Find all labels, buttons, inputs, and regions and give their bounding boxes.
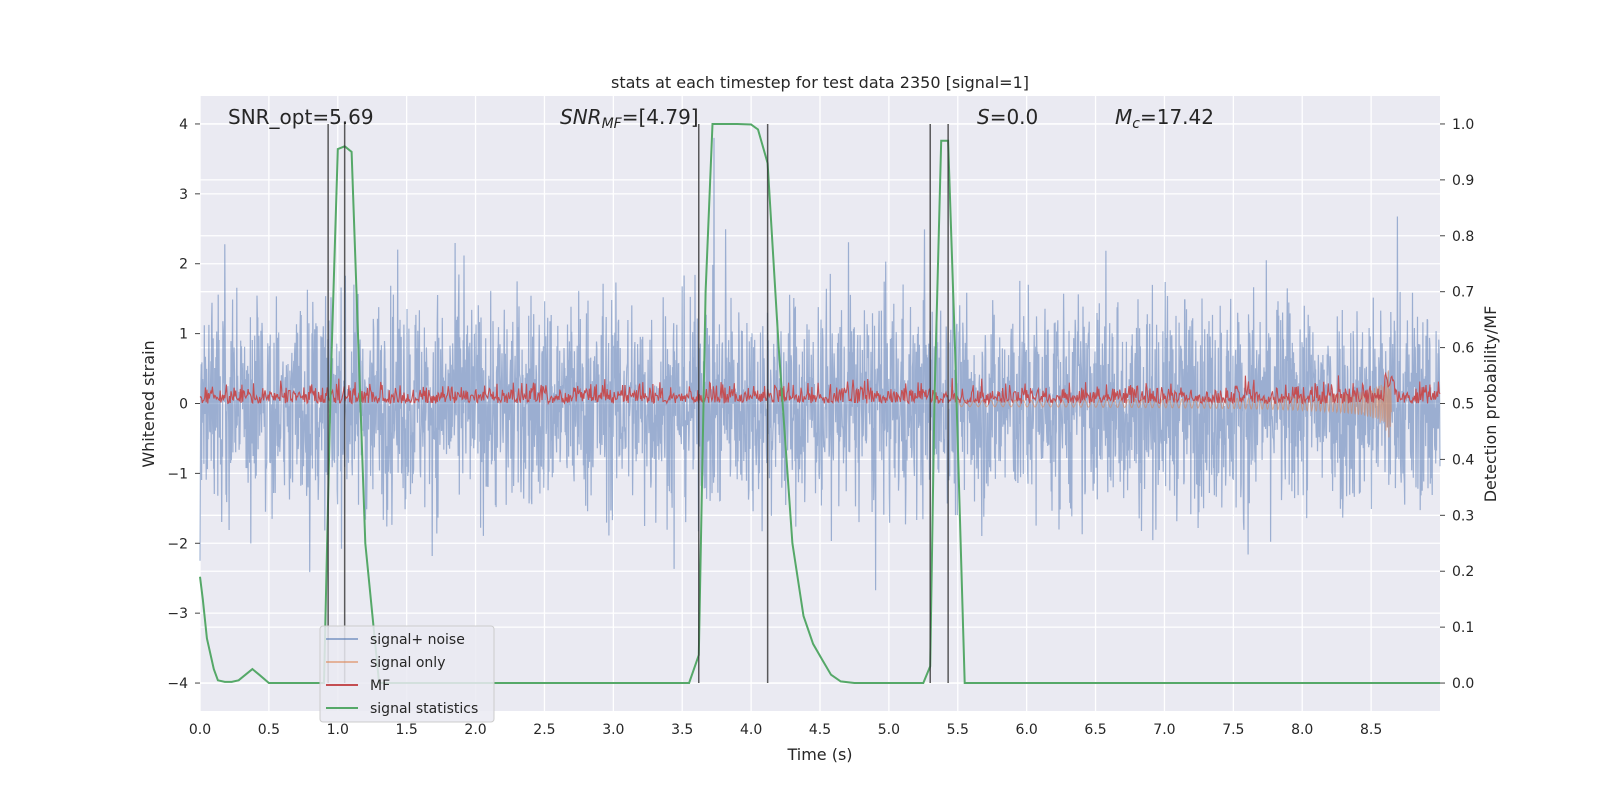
x-tick-label: 6.5: [1084, 722, 1106, 738]
annotation-s-rest: =0.0: [990, 105, 1039, 129]
y-right-tick-label: 0.6: [1452, 341, 1474, 357]
legend-label-signal-noise: signal+ noise: [370, 632, 465, 648]
y-tick-label: 0: [179, 397, 188, 413]
y-right-tick-label: 0.7: [1452, 285, 1474, 301]
x-tick-label: 3.5: [671, 722, 693, 738]
annotation-s-main: S: [977, 105, 990, 129]
vertical-lines: [327, 123, 949, 684]
series-mf-line: [199, 371, 1441, 406]
annotation-snr-mf-main: SNR: [560, 105, 602, 129]
x-tick-label: 2.5: [533, 722, 555, 738]
y-tick-label: −2: [167, 536, 188, 552]
x-tick-label: 6.0: [1016, 722, 1038, 738]
legend-label-signal-only: signal only: [370, 655, 445, 671]
y-right-tick-label: 0.2: [1452, 564, 1474, 580]
series-signal-noise-line: [199, 137, 1441, 591]
x-tick-label: 4.0: [740, 722, 762, 738]
x-tick-label: 7.0: [1153, 722, 1175, 738]
x-tick-label: 2.0: [464, 722, 486, 738]
x-tick-label: 1.5: [396, 722, 418, 738]
annotation-mc: Mc=17.42: [1115, 105, 1214, 132]
annotation-mc-main: M: [1115, 105, 1132, 129]
x-tick-label: 8.5: [1360, 722, 1382, 738]
y-right-tick-label: 0.5: [1452, 397, 1474, 413]
annotations: SNR_opt=5.69 SNRMF=[4.79] S=0.0 Mc=17.42: [228, 105, 1214, 132]
y-right-tick-label: 0.9: [1452, 173, 1474, 189]
y-right-tick-label: 0.1: [1452, 620, 1474, 636]
y-axis-right-ticks: 1.0 0.9 0.8 0.7 0.6 0.5 0.4 0.3 0.2 0.1 0.0: [1440, 117, 1474, 692]
annotation-mc-sub: c: [1132, 116, 1140, 132]
x-tick-label: 5.5: [947, 722, 969, 738]
x-tick-label: 4.5: [809, 722, 831, 738]
chart-title: stats at each timestep for test data 235…: [611, 73, 1029, 92]
legend-box: [319, 625, 495, 723]
y-tick-label: 3: [179, 187, 188, 203]
y-axis-right-label: Detection probability/MF: [1481, 306, 1500, 503]
y-tick-label: 1: [179, 327, 188, 343]
x-axis-label: Time (s): [786, 745, 852, 764]
y-right-tick-label: 0.4: [1452, 452, 1474, 468]
annotation-snr-mf-sub: MF: [602, 116, 623, 132]
x-tick-label: 0.5: [258, 722, 280, 738]
y-tick-label: 2: [179, 257, 188, 273]
y-right-tick-label: 1.0: [1452, 117, 1474, 133]
x-tick-label: 3.0: [602, 722, 624, 738]
annotation-snr-mf: SNRMF=[4.79]: [560, 105, 699, 132]
y-right-tick-label: 0.0: [1452, 676, 1474, 692]
y-right-tick-label: 0.3: [1452, 508, 1474, 524]
legend: signal+ noise signal only MF signal stat…: [319, 625, 495, 723]
y-tick-label: −4: [167, 676, 188, 692]
x-tick-label: 0.0: [189, 722, 211, 738]
x-axis-ticks: 0.0 0.5 1.0 1.5 2.0 2.5 3.0 3.5 4.0 4.5 5.0 5.5 6.0 6…: [189, 722, 1382, 738]
series-signal-statistics-line: [199, 123, 1440, 684]
x-tick-label: 1.0: [327, 722, 349, 738]
x-tick-label: 8.0: [1291, 722, 1313, 738]
y-right-tick-label: 0.8: [1452, 229, 1474, 245]
annotation-s: S=0.0: [977, 105, 1038, 129]
legend-label-mf: MF: [370, 678, 390, 694]
y-tick-label: 4: [179, 117, 188, 133]
x-tick-label: 5.0: [878, 722, 900, 738]
y-axis-ticks: 4 3 2 1 0 −1 −2 −3 −4: [167, 117, 200, 692]
annotation-snr-mf-rest: =[4.79]: [622, 105, 699, 129]
y-tick-label: −1: [167, 466, 188, 482]
annotation-snr-opt: SNR_opt=5.69: [228, 105, 374, 129]
y-axis-label: Whitened strain: [139, 340, 158, 467]
annotation-mc-rest: =17.42: [1140, 105, 1214, 129]
legend-label-signal-statistics: signal statistics: [370, 701, 478, 717]
y-tick-label: −3: [167, 606, 188, 622]
x-tick-label: 7.5: [1222, 722, 1244, 738]
series-layer: [199, 123, 1441, 684]
